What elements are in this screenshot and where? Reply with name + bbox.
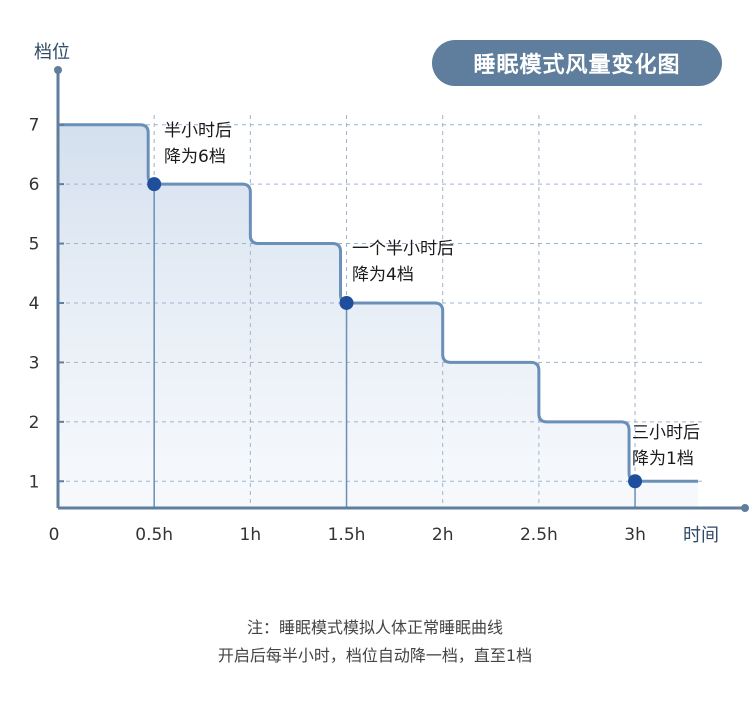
y-tick-label-5: 5	[29, 235, 40, 255]
annotation-3-line1: 三小时后	[632, 423, 700, 443]
y-tick-label-3: 3	[29, 353, 40, 373]
y-tick-label-1: 1	[29, 472, 40, 492]
y-tick-label-4: 4	[29, 294, 40, 314]
note-line-2: 开启后每半小时，档位自动降一档，直至1档	[217, 646, 533, 665]
x-tick-label-6: 3h	[624, 525, 646, 545]
x-axis-label: 时间	[683, 525, 719, 546]
x-axis-end-dot	[741, 504, 749, 512]
annotation-1: 半小时后 降为6档	[164, 118, 232, 170]
chart-title: 睡眠模式风量变化图	[432, 40, 722, 86]
y-tick-label-2: 2	[29, 413, 40, 433]
note-line-1: 注：睡眠模式模拟人体正常睡眠曲线	[246, 618, 503, 637]
x-tick-label-4: 2h	[432, 525, 454, 545]
y-axis-label: 档位	[34, 42, 70, 63]
y-axis-end-dot	[54, 66, 62, 74]
data-point-2	[339, 295, 354, 310]
x-tick-label-0: 0	[49, 525, 60, 545]
annotation-3: 三小时后 降为1档	[632, 420, 700, 472]
annotation-2-line2: 降为4档	[352, 265, 414, 285]
x-tick-label-5: 2.5h	[520, 525, 558, 545]
annotation-1-line2: 降为6档	[164, 147, 226, 167]
annotation-2-line1: 一个半小时后	[352, 239, 454, 259]
annotation-2: 一个半小时后 降为4档	[352, 236, 454, 288]
x-tick-label-2: 1h	[240, 525, 262, 545]
y-tick-label-7: 7	[29, 116, 40, 136]
annotation-1-line1: 半小时后	[164, 121, 232, 141]
y-tick-label-6: 6	[29, 175, 40, 195]
data-point-1	[147, 177, 162, 192]
x-tick-label-3: 1.5h	[328, 525, 366, 545]
series-line	[58, 123, 698, 483]
annotation-3-line2: 降为1档	[632, 449, 694, 469]
data-point-3	[628, 474, 643, 489]
x-tick-label-1: 0.5h	[135, 525, 173, 545]
